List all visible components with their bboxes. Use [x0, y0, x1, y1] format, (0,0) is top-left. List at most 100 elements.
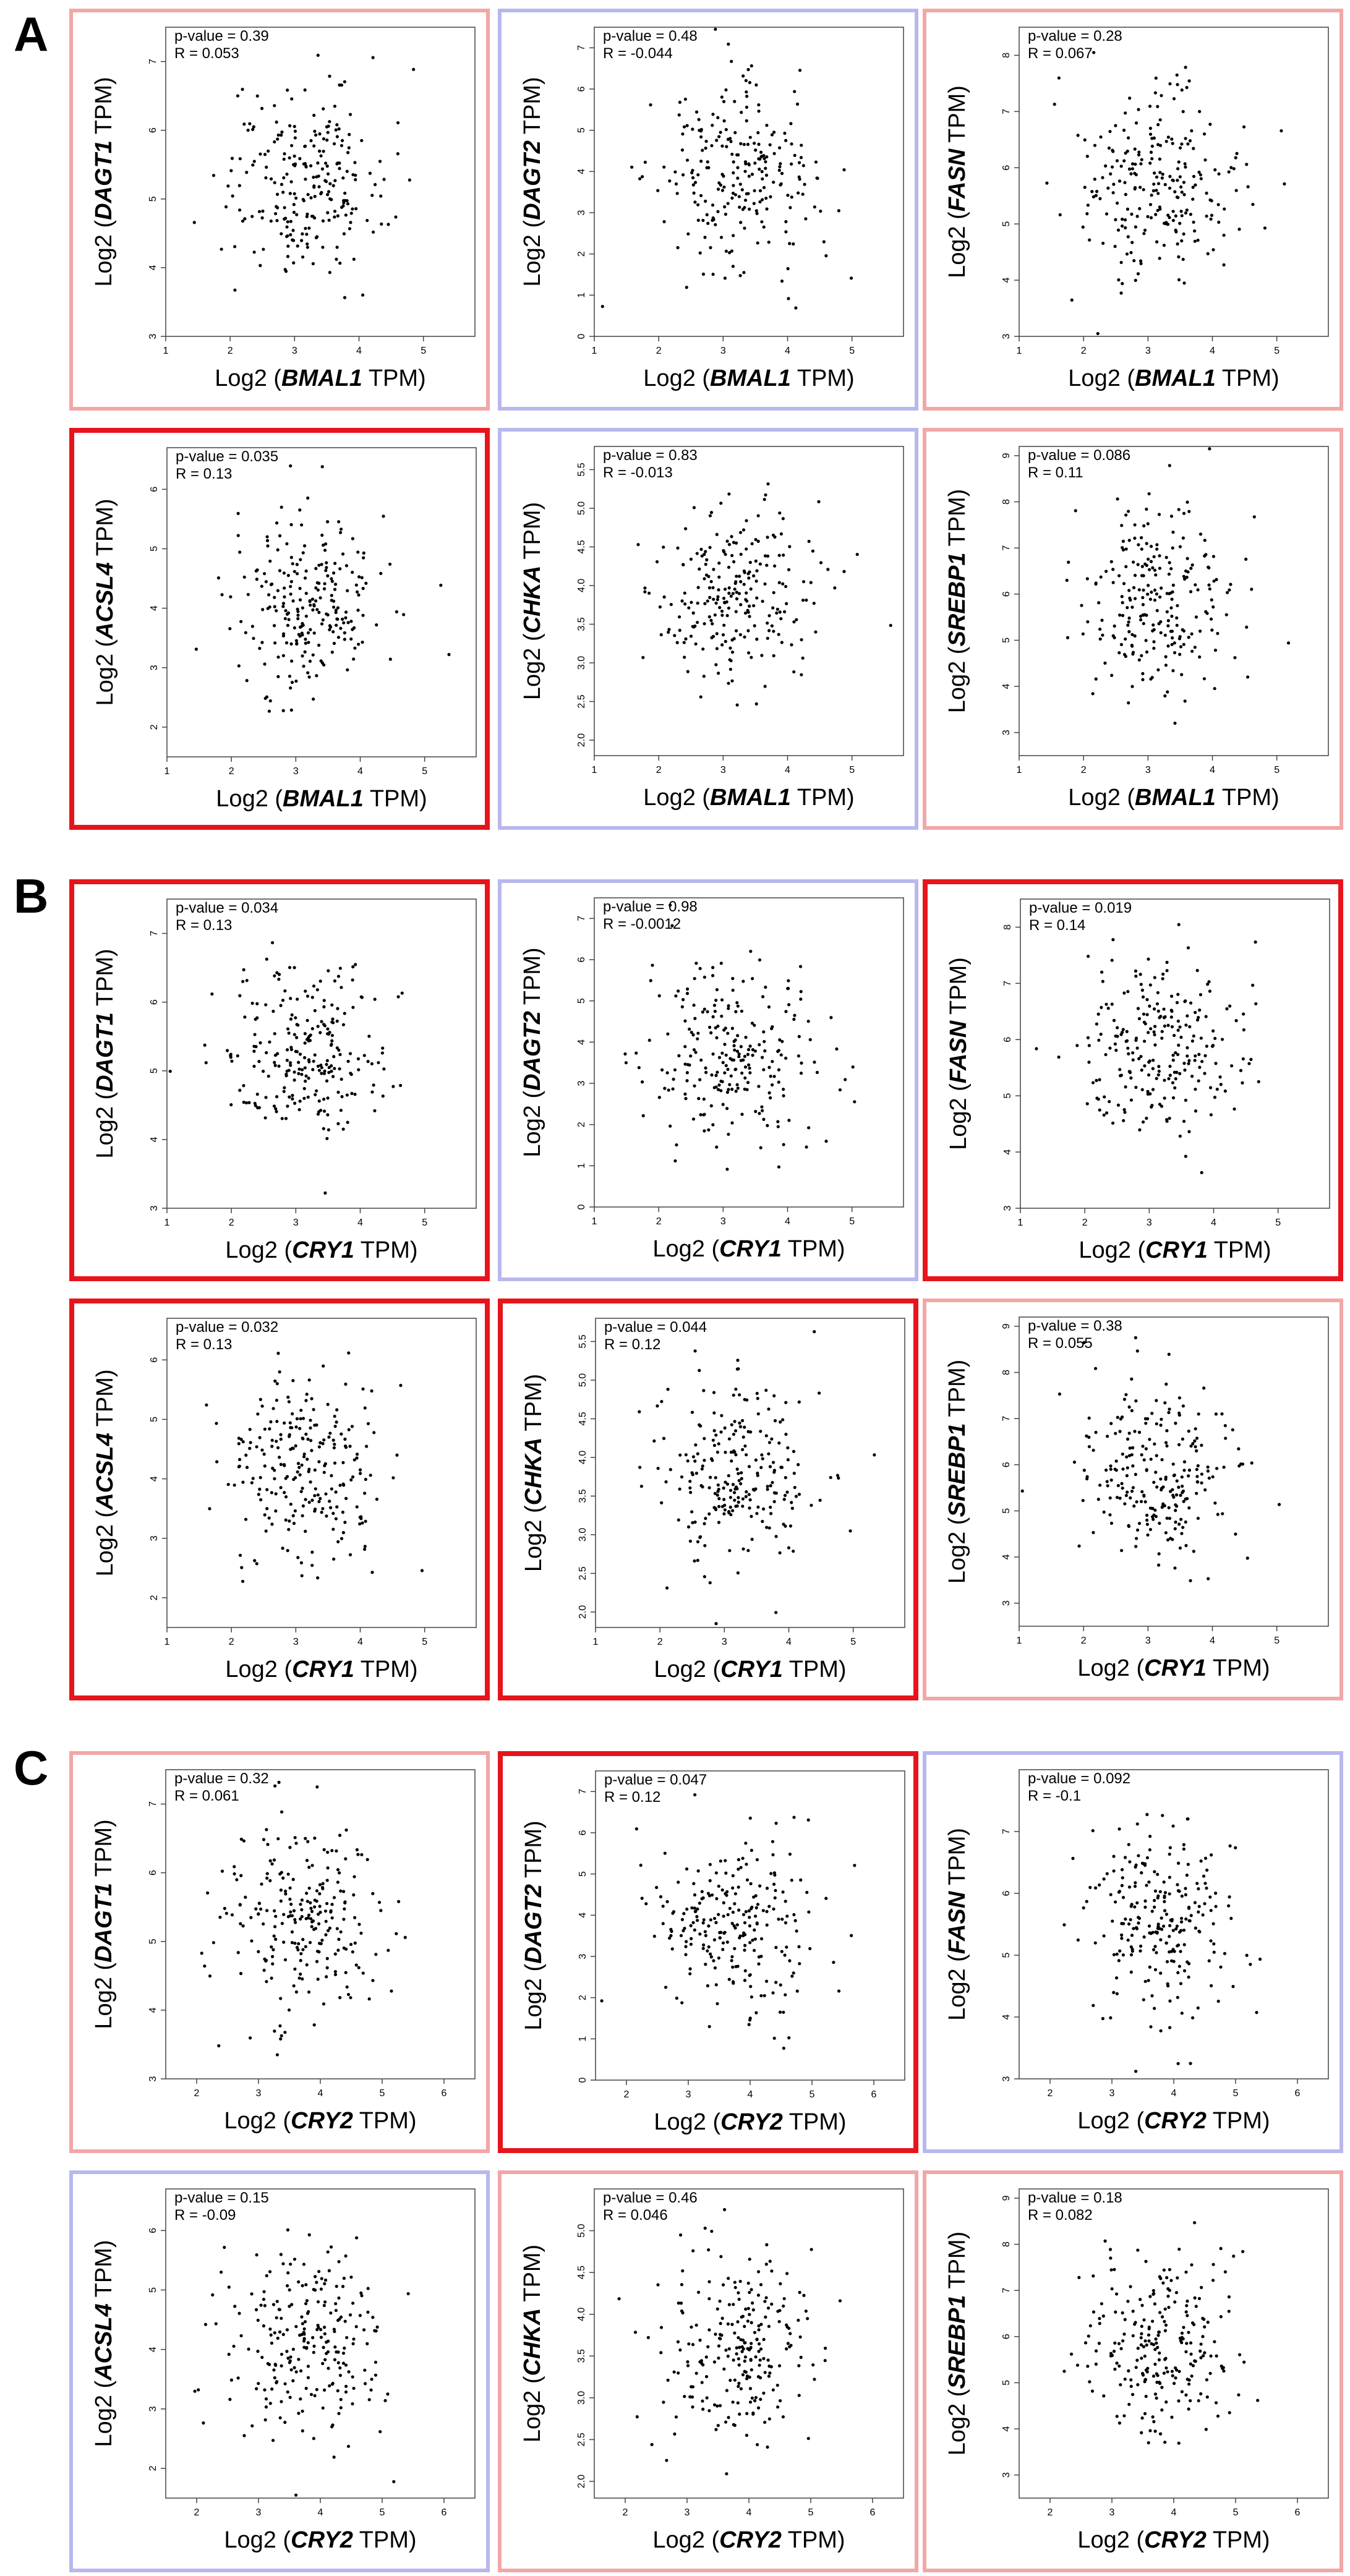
scatter-point [643, 590, 647, 594]
axis-label-suffix [91, 2297, 117, 2303]
scatter-point [1157, 2381, 1161, 2384]
scatter-point [1174, 1051, 1177, 1055]
scatter-point [1193, 1059, 1197, 1062]
scatter-point [237, 208, 242, 212]
scatter-point [1147, 2333, 1151, 2337]
scatter-point [291, 229, 295, 232]
scatter-point [737, 2384, 740, 2388]
scatter-point [785, 2323, 788, 2327]
scatter-point [761, 1109, 764, 1112]
scatter-point [1181, 109, 1185, 114]
scatter-point [1116, 1483, 1120, 1488]
scatter-point [764, 2296, 768, 2300]
scatter-point [307, 1990, 311, 1994]
scatter-point [251, 1477, 255, 1480]
scatter-point [227, 2352, 231, 2356]
scatter-point [662, 595, 666, 599]
scatter-point [270, 1955, 275, 1958]
scatter-panel-cry2-chka: 2 3 4 5 6 2.0 2.5 3.0 3.5 4.0 4.5 5.0 p-value = 0.46… [498, 2170, 918, 2572]
scatter-point [226, 184, 230, 188]
scatter-point [1135, 1046, 1139, 1050]
scatter-point [1168, 1999, 1172, 2003]
scatter-point [728, 1505, 732, 1509]
scatter-point [1118, 613, 1122, 617]
scatter-point [305, 994, 310, 998]
scatter-point [1155, 1951, 1158, 1955]
scatter-point [244, 631, 247, 634]
scatter-point [691, 2405, 694, 2409]
scatter-point [670, 924, 674, 928]
scatter-point [1175, 1924, 1179, 1928]
scatter-point [1195, 1436, 1199, 1440]
scatter-point [330, 577, 333, 581]
scatter-point [312, 2437, 315, 2441]
scatter-point [1152, 182, 1156, 186]
scatter-point [762, 1068, 766, 1072]
scatter-point [753, 2399, 757, 2403]
scatter-point [339, 2406, 343, 2410]
scatter-point [297, 1465, 301, 1469]
scatter-point [326, 193, 330, 197]
scatter-point [1152, 1480, 1156, 1484]
scatter-point [237, 1465, 241, 1469]
scatter-point [752, 142, 756, 145]
scatter-point [328, 197, 332, 201]
scatter-point [282, 157, 286, 161]
scatter-point [1168, 561, 1171, 565]
y-axis-label: Log2 (DAGT1 TPM) [91, 1819, 117, 2029]
scatter-point [720, 609, 724, 613]
scatter-point [298, 587, 302, 591]
scatter-point [336, 214, 340, 218]
scatter-point [719, 962, 723, 965]
scatter-point [285, 2328, 289, 2332]
scatter-point [379, 1909, 383, 1913]
scatter-point [1164, 1477, 1168, 1481]
scatter-point [1207, 565, 1210, 569]
scatter-point [824, 1140, 828, 1143]
scatter-point [700, 1467, 704, 1471]
scatter-point [1102, 1510, 1106, 1514]
scatter-point [1162, 1880, 1166, 1884]
scatter-point [711, 586, 715, 590]
y-tick-label: 4.5 [576, 540, 587, 553]
scatter-point [1180, 190, 1184, 194]
scatter-point [1134, 1545, 1138, 1548]
scatter-point [307, 1886, 311, 1890]
scatter-point [1114, 2292, 1119, 2296]
scatter-point [1177, 2441, 1181, 2445]
scatter-point [735, 597, 739, 600]
scatter-point [750, 2342, 753, 2345]
scatter-point [314, 599, 318, 603]
scatter-point [723, 205, 727, 209]
scatter-point [1119, 164, 1123, 168]
axis-label-unit: TPM) [361, 1237, 418, 1263]
scatter-point [753, 1023, 756, 1027]
scatter-point [792, 1913, 796, 1917]
scatter-point [1126, 623, 1130, 627]
scatter-point [323, 582, 327, 586]
scatter-point [1200, 1060, 1204, 1064]
scatter-point [720, 1888, 724, 1892]
scatter-point [748, 2258, 751, 2261]
scatter-point [1143, 2378, 1148, 2381]
scatter-point [270, 1438, 274, 1442]
y-tick-label: 5 [149, 1068, 160, 1073]
scatter-point [322, 2002, 326, 2006]
scatter-point [304, 2283, 308, 2287]
scatter-point [675, 1143, 678, 1147]
scatter-point [1168, 1935, 1171, 1938]
scatter-point [762, 1030, 766, 1034]
scatter-point [380, 1051, 385, 1055]
scatter-point [851, 1065, 855, 1069]
scatter-point [727, 2303, 731, 2306]
scatter-point [731, 1965, 735, 1969]
scatter-point [705, 558, 709, 561]
scatter-point [391, 1085, 395, 1088]
scatter-point [1100, 970, 1104, 974]
scatter-point [1117, 574, 1121, 578]
scatter-point [1142, 1020, 1146, 1024]
scatter-point [255, 2387, 258, 2390]
scatter-point [236, 94, 240, 98]
scatter-point [1156, 1009, 1160, 1013]
